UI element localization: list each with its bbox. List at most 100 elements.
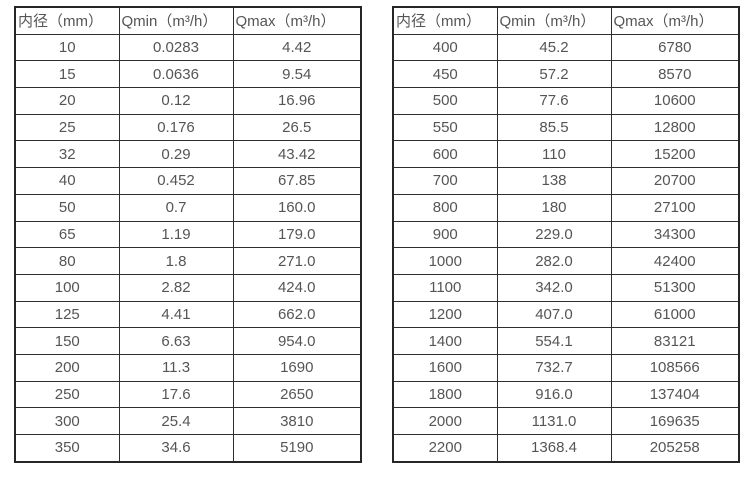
qmin-cell: 1.8 — [118, 247, 234, 275]
qmax-cell: 16.96 — [232, 87, 362, 115]
qmin-cell: 916.0 — [496, 380, 612, 409]
inner-diameter-cell: 400 — [392, 33, 498, 62]
table-row: 1000 282.0 42400 — [392, 247, 740, 275]
qmax-cell: 15200 — [610, 140, 740, 169]
qmin-cell: 138 — [496, 167, 612, 195]
inner-diameter-cell: 200 — [14, 353, 120, 382]
qmin-cell: 732.7 — [496, 353, 612, 382]
qmin-header: Qmin（m³/h） — [118, 6, 234, 35]
table-row: 800 180 27100 — [392, 193, 740, 222]
inner-diameter-cell: 100 — [14, 273, 120, 302]
inner-diameter-cell: 2200 — [392, 433, 498, 463]
qmin-header: Qmin（m³/h） — [496, 6, 612, 35]
table-row: 40 0.452 67.85 — [14, 167, 362, 195]
qmax-cell: 9.54 — [232, 60, 362, 89]
table-row: 350 34.6 5190 — [14, 433, 362, 463]
qmin-cell: 282.0 — [496, 247, 612, 275]
qmax-cell: 169635 — [610, 407, 740, 435]
inner-diameter-cell: 900 — [392, 220, 498, 249]
qmax-cell: 5190 — [232, 433, 362, 463]
qmax-cell: 2650 — [232, 380, 362, 409]
table-row: 900 229.0 34300 — [392, 220, 740, 249]
table-row: 100 2.82 424.0 — [14, 273, 362, 302]
qmax-cell: 160.0 — [232, 193, 362, 222]
table-row: 10 0.0283 4.42 — [14, 33, 362, 62]
qmin-cell: 4.41 — [118, 300, 234, 329]
qmax-cell: 67.85 — [232, 167, 362, 195]
inner-diameter-cell: 350 — [14, 433, 120, 463]
qmin-cell: 0.0636 — [118, 60, 234, 89]
qmax-cell: 27100 — [610, 193, 740, 222]
table-row: 300 25.4 3810 — [14, 407, 362, 435]
qmax-header: Qmax（m³/h） — [610, 6, 740, 35]
qmin-cell: 1131.0 — [496, 407, 612, 435]
qmin-cell: 1.19 — [118, 220, 234, 249]
inner-diameter-cell: 1800 — [392, 380, 498, 409]
small-diameter-flow-table: 内径（mm） Qmin（m³/h） Qmax（m³/h） 10 0.0283 4.42 1… — [14, 6, 362, 463]
inner-diameter-cell: 500 — [392, 87, 498, 115]
qmax-cell: 662.0 — [232, 300, 362, 329]
qmax-header: Qmax（m³/h） — [232, 6, 362, 35]
qmax-cell: 20700 — [610, 167, 740, 195]
table-row: 2200 1368.4 205258 — [392, 433, 740, 463]
qmin-cell: 110 — [496, 140, 612, 169]
table-row: 65 1.19 179.0 — [14, 220, 362, 249]
inner-diameter-cell: 600 — [392, 140, 498, 169]
table-row: 20 0.12 16.96 — [14, 87, 362, 115]
table-row: 250 17.6 2650 — [14, 380, 362, 409]
qmax-cell: 61000 — [610, 300, 740, 329]
inner-diameter-header: 内径（mm） — [392, 6, 498, 35]
inner-diameter-cell: 25 — [14, 113, 120, 142]
qmax-cell: 954.0 — [232, 327, 362, 355]
inner-diameter-cell: 1600 — [392, 353, 498, 382]
table-row: 200 11.3 1690 — [14, 353, 362, 382]
table-row: 1400 554.1 83121 — [392, 327, 740, 355]
flow-range-tables: 内径（mm） Qmin（m³/h） Qmax（m³/h） 10 0.0283 4.42 1… — [14, 6, 740, 463]
qmax-cell: 83121 — [610, 327, 740, 355]
header-row: 内径（mm） Qmin（m³/h） Qmax（m³/h） — [14, 6, 362, 35]
inner-diameter-cell: 450 — [392, 60, 498, 89]
qmin-cell: 77.6 — [496, 87, 612, 115]
qmin-cell: 180 — [496, 193, 612, 222]
large-diameter-flow-table: 内径（mm） Qmin（m³/h） Qmax（m³/h） 400 45.2 6780 45… — [392, 6, 740, 463]
qmax-cell: 179.0 — [232, 220, 362, 249]
qmax-cell: 51300 — [610, 273, 740, 302]
table-row: 80 1.8 271.0 — [14, 247, 362, 275]
qmin-cell: 45.2 — [496, 33, 612, 62]
qmin-cell: 0.7 — [118, 193, 234, 222]
inner-diameter-header: 内径（mm） — [14, 6, 120, 35]
inner-diameter-cell: 150 — [14, 327, 120, 355]
qmin-cell: 85.5 — [496, 113, 612, 142]
qmin-cell: 342.0 — [496, 273, 612, 302]
qmin-cell: 0.12 — [118, 87, 234, 115]
table-row: 15 0.0636 9.54 — [14, 60, 362, 89]
inner-diameter-cell: 800 — [392, 193, 498, 222]
qmin-cell: 0.176 — [118, 113, 234, 142]
qmax-cell: 205258 — [610, 433, 740, 463]
inner-diameter-cell: 80 — [14, 247, 120, 275]
qmin-cell: 0.0283 — [118, 33, 234, 62]
table-row: 500 77.6 10600 — [392, 87, 740, 115]
inner-diameter-cell: 1400 — [392, 327, 498, 355]
inner-diameter-cell: 20 — [14, 87, 120, 115]
qmax-cell: 43.42 — [232, 140, 362, 169]
inner-diameter-cell: 40 — [14, 167, 120, 195]
table-row: 1200 407.0 61000 — [392, 300, 740, 329]
qmin-cell: 0.452 — [118, 167, 234, 195]
qmin-cell: 25.4 — [118, 407, 234, 435]
table-row: 1600 732.7 108566 — [392, 353, 740, 382]
qmin-cell: 34.6 — [118, 433, 234, 463]
qmin-cell: 11.3 — [118, 353, 234, 382]
table-row: 2000 1131.0 169635 — [392, 407, 740, 435]
table-row: 125 4.41 662.0 — [14, 300, 362, 329]
qmax-cell: 42400 — [610, 247, 740, 275]
qmax-cell: 6780 — [610, 33, 740, 62]
table-row: 450 57.2 8570 — [392, 60, 740, 89]
inner-diameter-cell: 700 — [392, 167, 498, 195]
qmax-cell: 34300 — [610, 220, 740, 249]
table-row: 1100 342.0 51300 — [392, 273, 740, 302]
qmax-cell: 108566 — [610, 353, 740, 382]
qmin-cell: 554.1 — [496, 327, 612, 355]
inner-diameter-cell: 2000 — [392, 407, 498, 435]
table-row: 25 0.176 26.5 — [14, 113, 362, 142]
